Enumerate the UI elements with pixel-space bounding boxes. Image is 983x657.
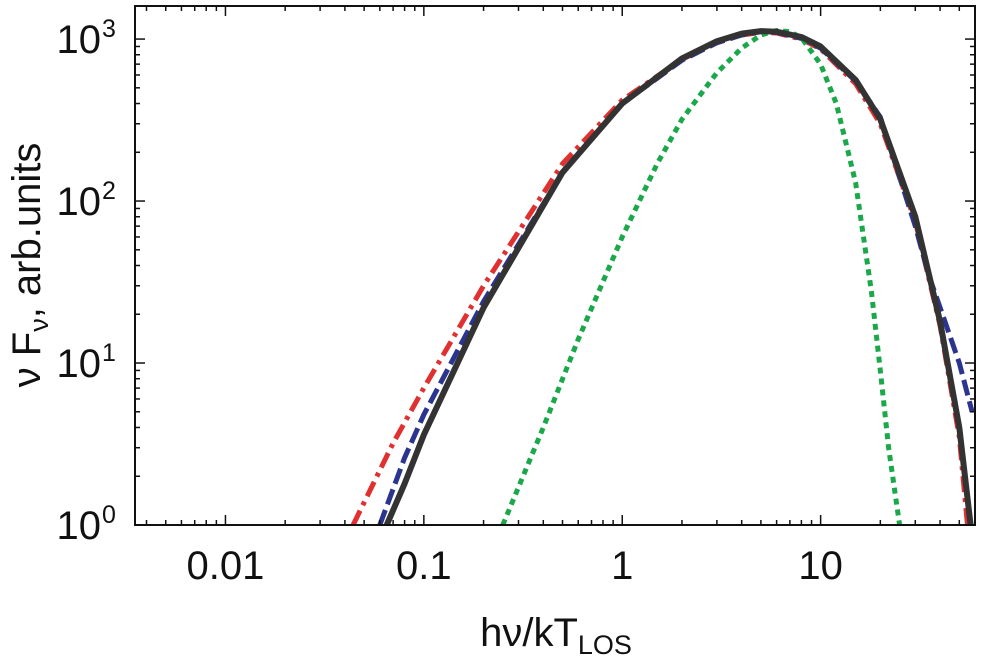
y-axis-title-main: ν F	[5, 332, 49, 388]
series-layer	[350, 28, 975, 525]
plot-frame	[134, 5, 976, 526]
x-tick-label: 0.1	[396, 544, 452, 588]
x-axis-title-sub: LOS	[578, 630, 632, 657]
x-tick-label: 0.01	[187, 544, 265, 588]
y-tick-label-exponent: 0	[102, 501, 116, 529]
y-tick-label-exponent: 1	[102, 339, 116, 367]
y-axis-title: ν Fν, arb.units	[5, 143, 54, 388]
y-axis-title-rest: , arb.units	[5, 143, 49, 319]
series-line-4	[383, 28, 974, 525]
axis-ticks	[135, 6, 976, 526]
y-tick-label: 10	[57, 342, 102, 386]
x-axis-title-main: hν/kT	[480, 611, 578, 655]
x-tick-label: 1	[611, 544, 633, 588]
y-tick-label-exponent: 3	[102, 15, 116, 43]
y-tick-label-exponent: 2	[102, 177, 116, 205]
y-axis-title-sub: ν	[24, 318, 54, 332]
series-line-3	[500, 28, 903, 525]
y-tick-label: 10	[57, 180, 102, 224]
series-line-2	[377, 29, 975, 525]
y-tick-label: 10	[57, 504, 102, 548]
y-tick-label: 10	[57, 18, 102, 62]
x-axis-title: hν/kTLOS	[480, 611, 632, 657]
x-tick-label: 10	[798, 544, 843, 588]
